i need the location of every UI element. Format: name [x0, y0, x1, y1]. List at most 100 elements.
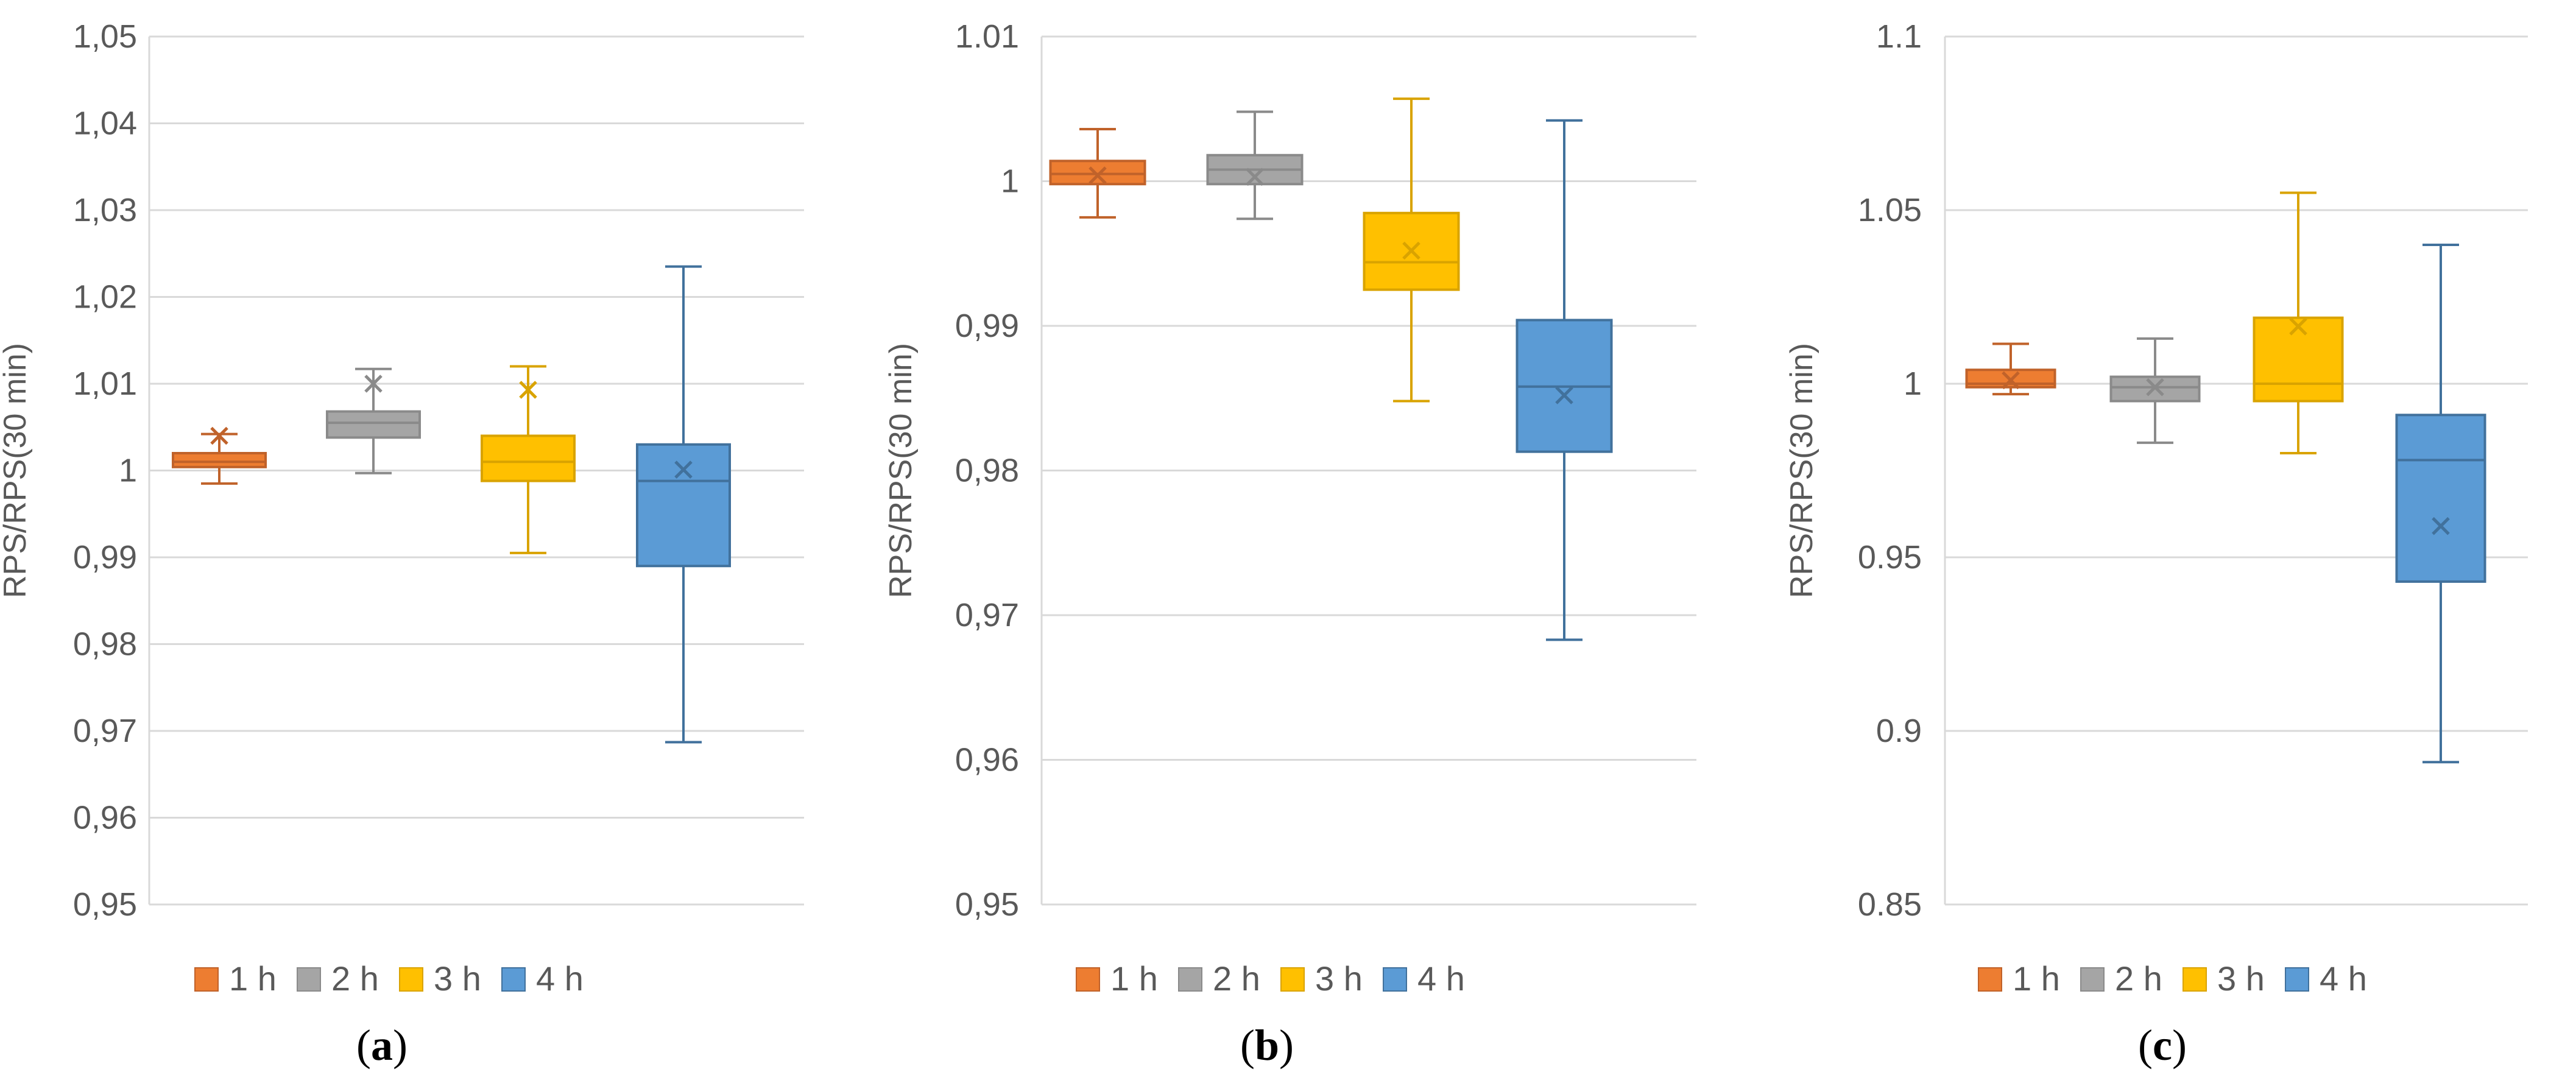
mean-marker — [1246, 167, 1264, 186]
mean-marker — [519, 381, 537, 399]
legend-swatch — [399, 967, 423, 992]
mean-marker-stroke — [210, 426, 228, 445]
y-tick-label: 1 — [1904, 365, 1922, 402]
mean-marker — [2289, 317, 2307, 336]
box-body — [481, 434, 576, 482]
legend-label: 2 h — [2115, 959, 2162, 998]
legend-swatch — [1978, 967, 2002, 992]
legend-swatch — [297, 967, 321, 992]
mean-marker-stroke — [1402, 241, 1420, 260]
legend-label: 1 h — [229, 959, 277, 998]
mean-marker — [674, 460, 693, 479]
box-body — [1049, 160, 1146, 186]
y-tick-label: 1.05 — [1858, 192, 1922, 228]
box-body — [326, 410, 421, 439]
legend-label: 4 h — [2320, 959, 2367, 998]
legend-swatch — [1383, 967, 1407, 992]
mean-marker — [1089, 166, 1107, 185]
box-2h — [1206, 110, 1304, 220]
legend-label: 2 h — [1213, 959, 1260, 998]
legend-label: 1 h — [2013, 959, 2060, 998]
mean-marker — [1555, 386, 1573, 404]
legend-label: 4 h — [1417, 959, 1465, 998]
legend-swatch — [1178, 967, 1202, 992]
chart-panel-c: 0.85 0.9 0.95 1 1.05 1.1 RPS/RPS(30 min) 1 h 2 h… — [1784, 18, 2528, 1070]
legend-swatch — [2285, 967, 2309, 992]
mean-marker-stroke — [1089, 166, 1107, 185]
mean-marker-stroke — [2289, 317, 2307, 336]
y-tick-label: 1,03 — [73, 192, 137, 228]
legend-swatch — [2080, 967, 2105, 992]
legend-swatch — [1280, 967, 1305, 992]
box-2h — [2109, 337, 2201, 444]
y-tick-label: 0,97 — [955, 597, 1019, 633]
legend-label: 3 h — [2217, 959, 2265, 998]
y-tick-label: 1 — [119, 453, 137, 489]
box-4h — [636, 265, 731, 744]
mean-marker — [364, 375, 383, 393]
box-3h — [481, 365, 576, 554]
y-tick-label: 1,04 — [73, 105, 137, 142]
mean-marker-stroke — [364, 375, 383, 393]
box-2h — [326, 367, 421, 474]
legend-label: 3 h — [1315, 959, 1363, 998]
y-tick-label: 1,05 — [73, 18, 137, 55]
panel-caption: (b) — [1240, 1021, 1294, 1070]
legend-swatch — [501, 967, 526, 992]
legend-label: 1 h — [1110, 959, 1158, 998]
y-tick-label: 1,02 — [73, 279, 137, 316]
legend-swatch — [194, 967, 219, 992]
box-1h — [172, 426, 267, 485]
y-tick-label: 0.9 — [1876, 713, 1922, 749]
mean-marker-stroke — [519, 381, 537, 399]
panel-caption: (a) — [356, 1021, 408, 1070]
y-axis-label: RPS/RPS(30 min) — [883, 343, 919, 598]
mean-marker-stroke — [674, 460, 693, 479]
mean-marker — [2432, 517, 2450, 535]
legend-swatch — [1076, 967, 1100, 992]
y-tick-label: 0,96 — [73, 800, 137, 836]
chart-panel-a: 0,95 0,96 0,97 0,98 0,99 1 1,01 1,02 1,03 1,04 1,0… — [0, 18, 804, 1070]
mean-marker-stroke — [2002, 371, 2020, 390]
y-tick-label: 1.1 — [1876, 18, 1922, 55]
legend-label: 4 h — [536, 959, 584, 998]
y-tick-label: 0,95 — [73, 886, 137, 923]
legend: 1 h 2 h 3 h 4 h — [1978, 959, 2367, 998]
y-tick-label: 0,99 — [955, 308, 1019, 344]
y-axis-label: RPS/RPS(30 min) — [0, 343, 33, 598]
y-tick-label: 0.95 — [1858, 539, 1922, 576]
y-tick-label: 0,96 — [955, 742, 1019, 778]
y-tick-label: 0,95 — [955, 886, 1019, 923]
mean-marker-stroke — [2432, 517, 2450, 535]
y-tick-label: 1 — [1001, 163, 1019, 200]
legend: 1 h 2 h 3 h 4 h — [194, 959, 584, 998]
box-1h — [1049, 128, 1146, 219]
mean-marker — [1402, 241, 1420, 260]
mean-marker-stroke — [1555, 386, 1573, 404]
legend-label: 3 h — [434, 959, 481, 998]
y-tick-label: 0,99 — [73, 539, 137, 576]
y-tick-label: 0.85 — [1858, 886, 1922, 923]
legend: 1 h 2 h 3 h 4 h — [1076, 959, 1465, 998]
legend-swatch — [2183, 967, 2207, 992]
mean-marker — [2002, 371, 2020, 390]
mean-marker-stroke — [2146, 378, 2164, 397]
mean-marker-stroke — [1246, 167, 1264, 186]
box-body — [172, 452, 267, 468]
box-body — [2395, 414, 2486, 583]
box-body — [636, 443, 731, 568]
box-4h — [2395, 244, 2486, 764]
legend-label: 2 h — [331, 959, 379, 998]
box-body — [2253, 316, 2344, 403]
y-tick-label: 1.01 — [955, 18, 1019, 55]
box-1h — [1965, 342, 2056, 396]
panel-caption: (c) — [2138, 1021, 2187, 1070]
y-tick-label: 1,01 — [73, 365, 137, 402]
y-tick-label: 0,97 — [73, 713, 137, 749]
box-3h — [2253, 191, 2344, 454]
mean-marker — [210, 426, 228, 445]
chart-panel-b: 0,95 0,96 0,97 0,98 0,99 1 1.01 RPS/RPS(30 min)… — [883, 18, 1696, 1070]
mean-marker — [2146, 378, 2164, 397]
box-4h — [1516, 119, 1613, 641]
